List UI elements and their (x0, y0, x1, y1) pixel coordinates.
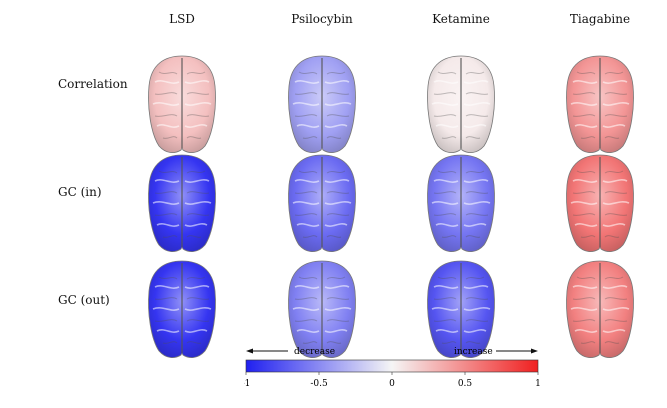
brain-map (422, 151, 500, 255)
row-label-correlation: Correlation (58, 77, 128, 91)
column-header-lsd: LSD (169, 12, 195, 26)
colorbar: decrease increase -1 -0.5 0 0.5 1 (242, 344, 541, 404)
column-header-psilocybin: Psilocybin (291, 12, 353, 26)
column-header-tiagabine: Tiagabine (569, 12, 631, 26)
row-label-gc-out: GC (out) (58, 293, 110, 307)
colorbar-gradient (245, 359, 539, 373)
colorbar-tick-label: -1 (244, 379, 250, 389)
brain-map (561, 257, 639, 361)
decrease-arrow-head (246, 348, 253, 354)
brain-map (143, 257, 221, 361)
brain-map (143, 151, 221, 255)
brain-map (422, 257, 500, 361)
brain-map (561, 151, 639, 255)
brain-map (143, 52, 221, 156)
colorbar-graphic: decrease increase -1 -0.5 0 0.5 1 (242, 347, 541, 389)
decrease-label: decrease (294, 347, 335, 357)
row-label-gc-in: GC (in) (58, 185, 102, 199)
increase-arrow-head (531, 348, 538, 354)
column-header-ketamine: Ketamine (432, 12, 490, 26)
colorbar-tick-label: 0.5 (458, 379, 473, 389)
colorbar-tick-label: 0 (389, 379, 395, 389)
brain-map (422, 52, 500, 156)
brain-map (283, 257, 361, 361)
brain-map (283, 52, 361, 156)
brain-map (283, 151, 361, 255)
colorbar-tick-label: -0.5 (310, 379, 328, 389)
colorbar-tick-label: 1 (535, 379, 540, 389)
increase-label: increase (454, 347, 493, 357)
brain-map (561, 52, 639, 156)
